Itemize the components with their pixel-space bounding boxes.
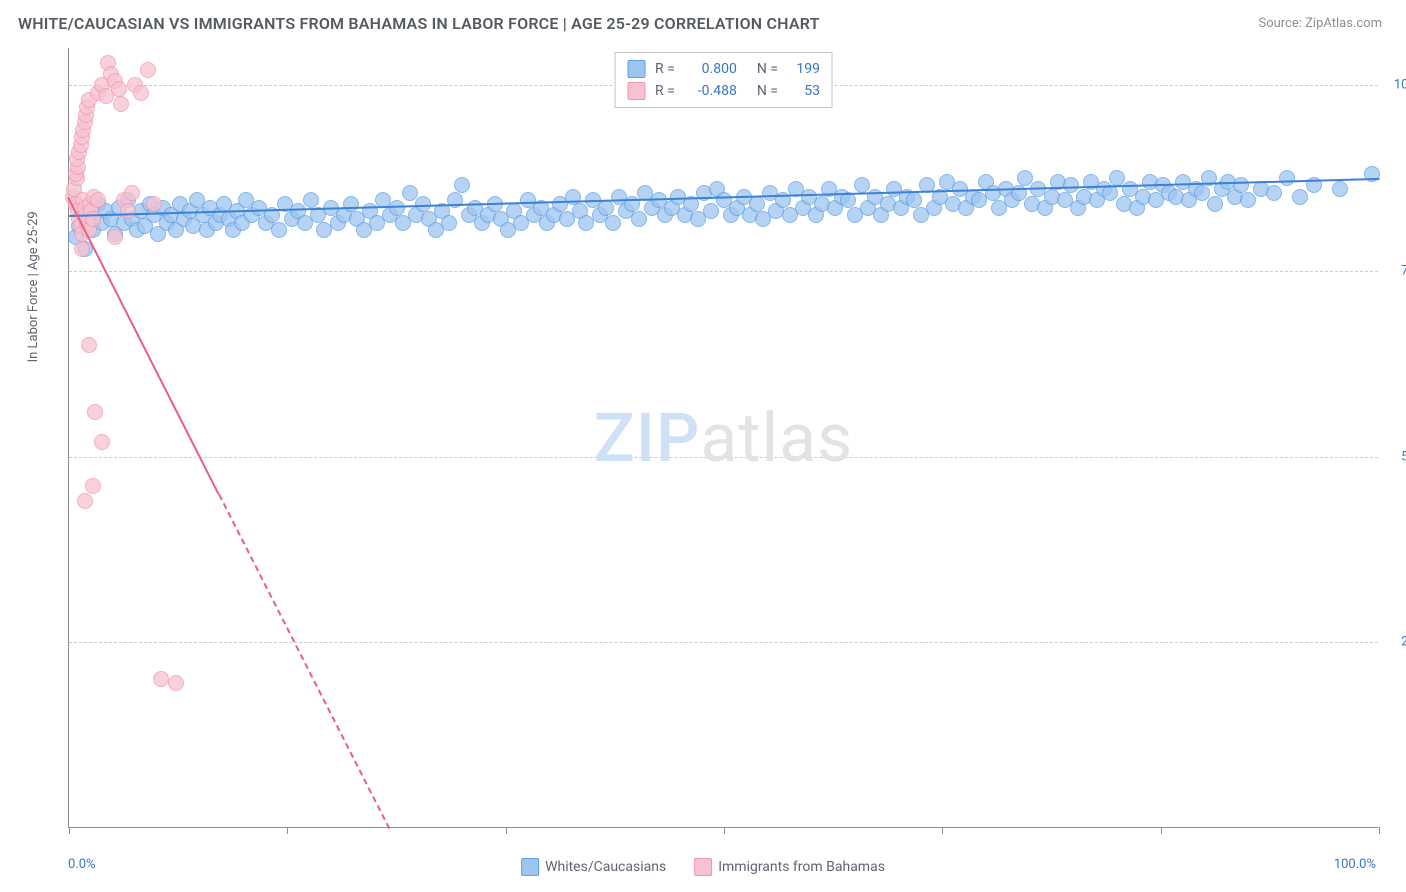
x-tick <box>506 827 507 834</box>
stats-row: R = -0.488 N = 53 <box>627 80 820 102</box>
data-point <box>153 671 169 687</box>
x-axis-min-label: 0.0% <box>68 857 96 872</box>
data-point <box>1332 181 1348 197</box>
data-point <box>1240 192 1256 208</box>
swatch-icon <box>627 60 645 78</box>
plot-area: ZIPatlas R = 0.800 N = 199 R = -0.488 N … <box>68 48 1378 828</box>
stats-row: R = 0.800 N = 199 <box>627 58 820 80</box>
data-point <box>85 478 101 494</box>
data-point <box>1279 170 1295 186</box>
n-value: 199 <box>788 58 820 80</box>
data-point <box>133 85 149 101</box>
data-point <box>77 493 93 509</box>
data-point <box>90 192 106 208</box>
source-label: Source: ZipAtlas.com <box>1258 16 1382 31</box>
gridline <box>69 642 1378 643</box>
n-value: 53 <box>788 80 820 102</box>
y-tick-label: 100.0% <box>1394 78 1406 93</box>
data-point <box>107 229 123 245</box>
data-point <box>1207 196 1223 212</box>
data-point <box>124 185 140 201</box>
legend-item: Immigrants from Bahamas <box>694 858 885 876</box>
gridline <box>69 271 1378 272</box>
watermark-atlas: atlas <box>700 398 853 478</box>
data-point <box>1292 189 1308 205</box>
data-point <box>81 337 97 353</box>
legend-label: Immigrants from Bahamas <box>718 859 885 875</box>
n-label: N = <box>757 80 778 102</box>
watermark-zip: ZIP <box>594 398 701 478</box>
data-point <box>140 62 156 78</box>
data-point <box>343 196 359 212</box>
data-point <box>454 177 470 193</box>
data-point <box>303 192 319 208</box>
chart-title: WHITE/CAUCASIAN VS IMMIGRANTS FROM BAHAM… <box>18 14 820 33</box>
r-label: R = <box>655 58 675 80</box>
x-tick <box>942 827 943 834</box>
data-point <box>631 211 647 227</box>
data-point <box>1233 177 1249 193</box>
x-tick <box>69 827 70 834</box>
stats-legend-box: R = 0.800 N = 199 R = -0.488 N = 53 <box>614 52 833 108</box>
data-point <box>749 196 765 212</box>
legend-item: Whites/Caucasians <box>521 858 666 876</box>
swatch-icon <box>627 82 645 100</box>
chart-container: In Labor Force | Age 25-29 ZIPatlas R = … <box>18 48 1388 878</box>
data-point <box>1266 185 1282 201</box>
watermark: ZIPatlas <box>594 398 854 478</box>
x-tick <box>724 827 725 834</box>
x-tick <box>1379 827 1380 834</box>
data-point <box>111 81 127 97</box>
swatch-icon <box>521 858 539 876</box>
x-axis-max-label: 100.0% <box>1334 857 1376 872</box>
data-point <box>598 200 614 216</box>
data-point <box>441 215 457 231</box>
data-point <box>87 404 103 420</box>
x-tick <box>1161 827 1162 834</box>
data-point <box>74 241 90 257</box>
legend-bottom: Whites/Caucasians Immigrants from Bahama… <box>521 858 885 876</box>
y-tick-label: 25.0% <box>1401 635 1406 650</box>
r-value: 0.800 <box>685 58 737 80</box>
data-point <box>146 196 162 212</box>
y-tick-label: 50.0% <box>1401 449 1406 464</box>
swatch-icon <box>694 858 712 876</box>
gridline <box>69 457 1378 458</box>
legend-label: Whites/Caucasians <box>545 859 666 875</box>
n-label: N = <box>757 58 778 80</box>
data-point <box>605 215 621 231</box>
data-point <box>120 203 136 219</box>
x-tick <box>287 827 288 834</box>
trend-line <box>218 494 390 829</box>
y-axis-title: In Labor Force | Age 25-29 <box>26 211 41 362</box>
y-tick-label: 75.0% <box>1401 263 1406 278</box>
data-point <box>906 192 922 208</box>
data-point <box>168 675 184 691</box>
r-value: -0.488 <box>685 80 737 102</box>
data-point <box>94 434 110 450</box>
data-point <box>703 203 719 219</box>
data-point <box>113 96 129 112</box>
r-label: R = <box>655 80 675 102</box>
data-point <box>271 222 287 238</box>
